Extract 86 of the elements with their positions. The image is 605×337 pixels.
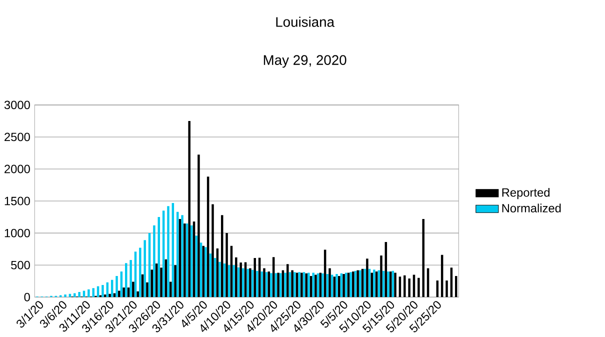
bar: [277, 272, 280, 298]
bar: [270, 273, 272, 298]
bar: [422, 219, 424, 298]
bar: [146, 282, 148, 298]
bar: [284, 272, 286, 298]
bar: [209, 254, 212, 298]
bar: [136, 291, 139, 298]
bar: [190, 225, 193, 298]
bar: [169, 282, 172, 298]
bar: [64, 294, 66, 298]
bar: [412, 274, 416, 298]
y-tick-label: 2000: [4, 164, 30, 174]
bar: [260, 272, 263, 298]
bar: [226, 233, 228, 298]
y-tick-label: 0: [24, 292, 30, 302]
bar: [102, 285, 104, 298]
bar: [298, 272, 300, 298]
y-tick-label: 1000: [4, 228, 30, 238]
bar: [378, 270, 380, 298]
bar: [312, 272, 314, 298]
bar: [218, 262, 221, 298]
bar: [350, 272, 352, 298]
bar: [352, 272, 354, 298]
bar: [418, 278, 420, 298]
bar: [258, 258, 261, 298]
bar: [336, 274, 338, 298]
bar: [195, 236, 198, 298]
bar: [167, 206, 170, 298]
bar: [118, 290, 120, 298]
bar: [314, 274, 317, 298]
bar: [88, 290, 90, 298]
bar: [256, 270, 258, 298]
legend-label: Normalized: [502, 204, 561, 212]
bar: [254, 258, 256, 298]
bar: [446, 280, 448, 298]
bar: [380, 256, 382, 298]
bar: [82, 290, 86, 298]
bar: [160, 268, 162, 298]
bar: [364, 269, 366, 298]
bar: [246, 269, 249, 298]
bar: [96, 286, 100, 298]
bar: [308, 272, 310, 298]
bar: [204, 247, 207, 298]
bar: [181, 215, 184, 298]
y-tick-label: 3000: [4, 100, 30, 110]
legend-label: Reported: [502, 188, 550, 200]
bar: [408, 278, 410, 298]
y-tick-label: 500: [11, 260, 30, 270]
bar: [249, 268, 252, 298]
bar: [322, 273, 324, 298]
bar: [108, 294, 111, 298]
bar: [188, 121, 190, 298]
bar: [404, 275, 406, 298]
bar: [198, 154, 200, 298]
bar: [153, 225, 156, 298]
bar: [394, 272, 396, 298]
bar: [232, 265, 235, 298]
bar: [174, 265, 176, 298]
y-tick-label: 2500: [4, 132, 30, 142]
bar: [235, 257, 238, 298]
bar: [387, 272, 390, 298]
bar: [144, 240, 146, 298]
bar: [184, 224, 186, 298]
bar: [240, 262, 242, 298]
chart-subtitle: May 29, 2020: [264, 55, 346, 68]
bar: [74, 293, 76, 298]
bar: [366, 258, 368, 298]
bar: [263, 268, 266, 298]
bar: [212, 204, 214, 298]
bar: [373, 270, 376, 298]
bar: [116, 276, 118, 298]
bar: [291, 270, 294, 298]
bar: [132, 282, 134, 298]
bar: [328, 268, 331, 298]
bar: [356, 270, 359, 298]
bar: [359, 270, 362, 298]
bar: [92, 288, 94, 298]
bar: [122, 288, 125, 298]
bar: [139, 248, 142, 298]
bar: [305, 273, 308, 298]
bar: [78, 292, 80, 298]
bar: [342, 274, 345, 298]
bar: [300, 272, 303, 298]
chart-title: Louisiana: [276, 16, 334, 27]
y-tick-label: 1500: [4, 196, 30, 206]
bar: [130, 260, 132, 298]
